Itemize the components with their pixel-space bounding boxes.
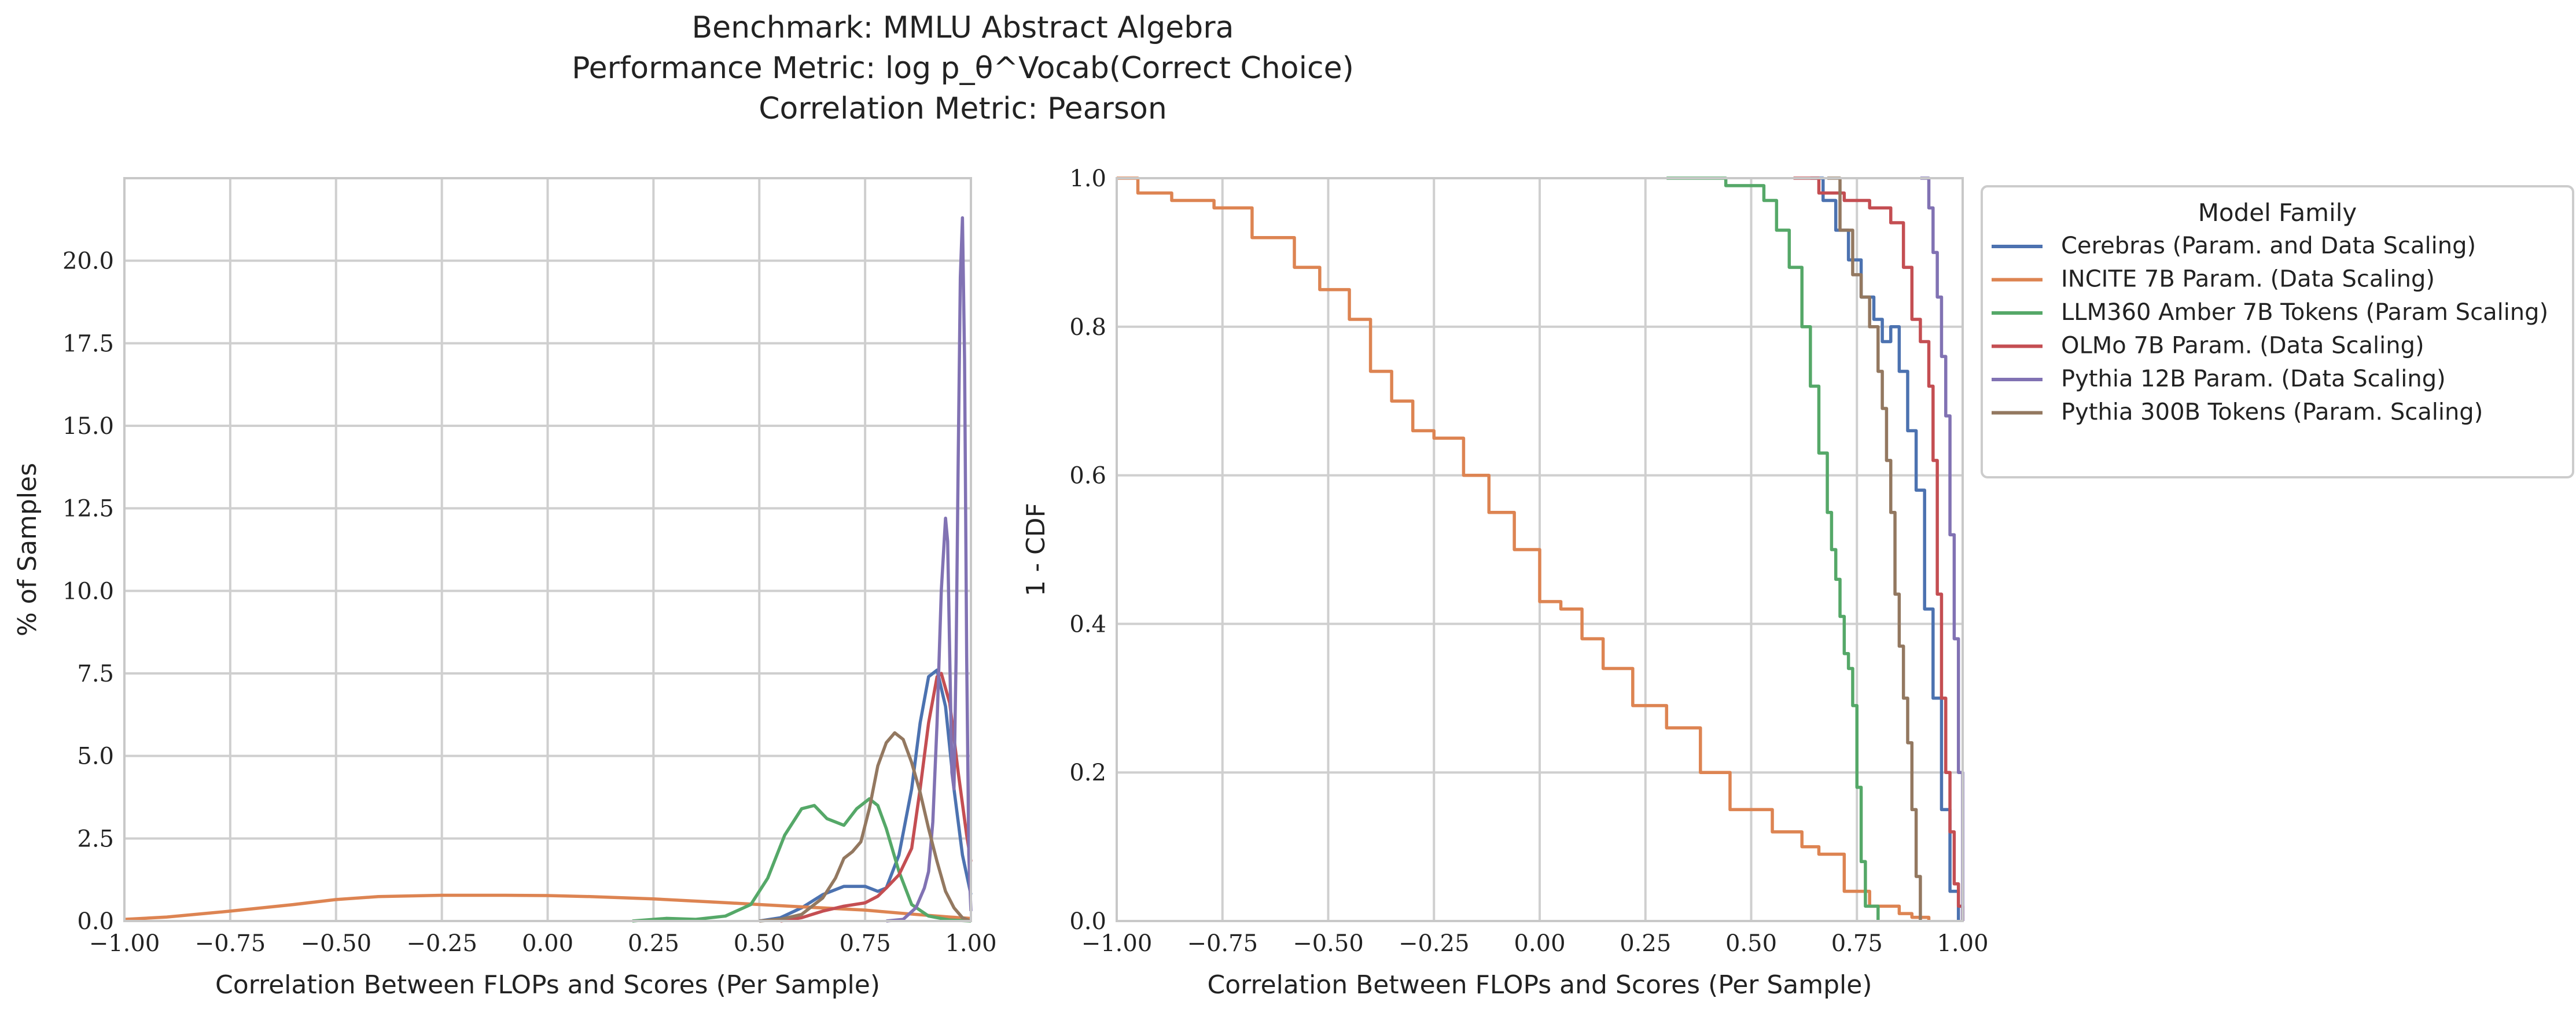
cdf-axes-frame <box>1116 177 1964 922</box>
cdf-series-line-3: LLM360 Amber 7B Tokens (Param Scaling) <box>1666 176 1880 921</box>
kde-axes-frame <box>123 177 972 922</box>
legend-entry-2: INCITE 7B Param. (Data Scaling) <box>2061 266 2435 293</box>
kde-ytick-label: 15.0 <box>62 413 114 440</box>
cdf-panel: −1.00 −0.75 −0.50 −0.25 0.00 0.25 0.50 0.75 1.00… <box>1021 165 1989 1000</box>
kde-x-axis-label: Correlation Between FLOPs and Scores (Pe… <box>215 970 880 1000</box>
cdf-y-axis-label: 1 - CDF <box>1021 503 1051 596</box>
kde-ytick-label: 7.5 <box>77 661 114 687</box>
cdf-xtick-label: −0.50 <box>1293 930 1364 957</box>
kde-xtick-label: 1.00 <box>945 930 996 957</box>
kde-xtick-label: −0.75 <box>195 930 266 957</box>
kde-panel: −1.00 −0.75 −0.50 −0.25 0.00 0.25 0.50 0.75 1.00… <box>13 177 997 1000</box>
cdf-series-line-5: Pythia 12B Param. (Data Scaling) <box>1920 176 1964 921</box>
cdf-series-line-2: INCITE 7B Param. (Data Scaling) <box>1117 176 1931 921</box>
kde-xtick-label: 0.50 <box>734 930 785 957</box>
legend: Model Family Cerebras (Param. and Data S… <box>1981 185 2574 478</box>
kde-series-line-3: LLM360 Amber 7B Tokens (Param Scaling) <box>632 797 971 923</box>
cdf-xtick-label: −0.25 <box>1399 930 1470 957</box>
kde-xtick-label: −0.25 <box>406 930 477 957</box>
legend-entry-4: OLMo 7B Param. (Data Scaling) <box>2061 333 2424 359</box>
kde-ytick-label: 20.0 <box>62 248 114 275</box>
kde-ytick-label: 5.0 <box>77 743 114 770</box>
cdf-ytick-label: 0.6 <box>1069 463 1106 489</box>
legend-entry-6: Pythia 300B Tokens (Param. Scaling) <box>2061 399 2483 426</box>
cdf-series-line-4: OLMo 7B Param. (Data Scaling) <box>1793 176 1964 921</box>
kde-ytick-label: 12.5 <box>62 496 114 522</box>
kde-ytick-label: 10.0 <box>62 578 114 605</box>
kde-xtick-label: −1.00 <box>89 930 160 957</box>
cdf-series-line-6: Pythia 300B Tokens (Param. Scaling) <box>1827 176 1922 921</box>
legend-box <box>1981 185 2574 478</box>
kde-xtick-label: 0.75 <box>840 930 891 957</box>
legend-entry-3: LLM360 Amber 7B Tokens (Param Scaling) <box>2061 299 2548 326</box>
kde-ytick-label: 17.5 <box>62 330 114 357</box>
cdf-ytick-label: 0.8 <box>1069 314 1106 341</box>
cdf-xtick-label: −0.75 <box>1187 930 1258 957</box>
kde-xtick-label: 0.00 <box>522 930 573 957</box>
kde-series-line-5: Pythia 12B Param. (Data Scaling) <box>886 216 973 923</box>
cdf-ytick-label: 0.4 <box>1069 611 1106 638</box>
legend-entry-1: Cerebras (Param. and Data Scaling) <box>2061 233 2476 259</box>
figure-title-line-1: Benchmark: MMLU Abstract Algebra <box>691 10 1234 45</box>
kde-series-line-1: Cerebras (Param. and Data Scaling) <box>759 668 973 923</box>
kde-ytick-label: 0.0 <box>77 908 114 935</box>
legend-title: Model Family <box>2198 198 2357 227</box>
kde-ytick-label: 2.5 <box>77 826 114 852</box>
cdf-xtick-label: 0.75 <box>1831 930 1883 957</box>
kde-xtick-label: −0.50 <box>300 930 371 957</box>
cdf-ytick-label: 0.2 <box>1069 760 1106 786</box>
cdf-xtick-label: 0.25 <box>1620 930 1671 957</box>
cdf-xtick-label: 0.00 <box>1514 930 1565 957</box>
figure-title-line-2: Performance Metric: log p_θ^Vocab(Correc… <box>572 51 1354 86</box>
cdf-xtick-label: 0.50 <box>1725 930 1777 957</box>
kde-series-line-6: Pythia 300B Tokens (Param. Scaling) <box>759 731 971 923</box>
kde-series-line-2: INCITE 7B Param. (Data Scaling) <box>124 893 971 921</box>
cdf-ytick-label: 1.0 <box>1069 165 1106 192</box>
kde-y-axis-label: % of Samples <box>13 463 42 636</box>
figure-title-line-3: Correlation Metric: Pearson <box>759 91 1167 126</box>
cdf-xtick-label: 1.00 <box>1937 930 1988 957</box>
cdf-xtick-label: −1.00 <box>1081 930 1153 957</box>
kde-xtick-label: 0.25 <box>628 930 679 957</box>
cdf-x-axis-label: Correlation Between FLOPs and Scores (Pe… <box>1207 970 1872 1000</box>
legend-entry-5: Pythia 12B Param. (Data Scaling) <box>2061 366 2446 392</box>
cdf-ytick-label: 0.0 <box>1069 908 1106 935</box>
